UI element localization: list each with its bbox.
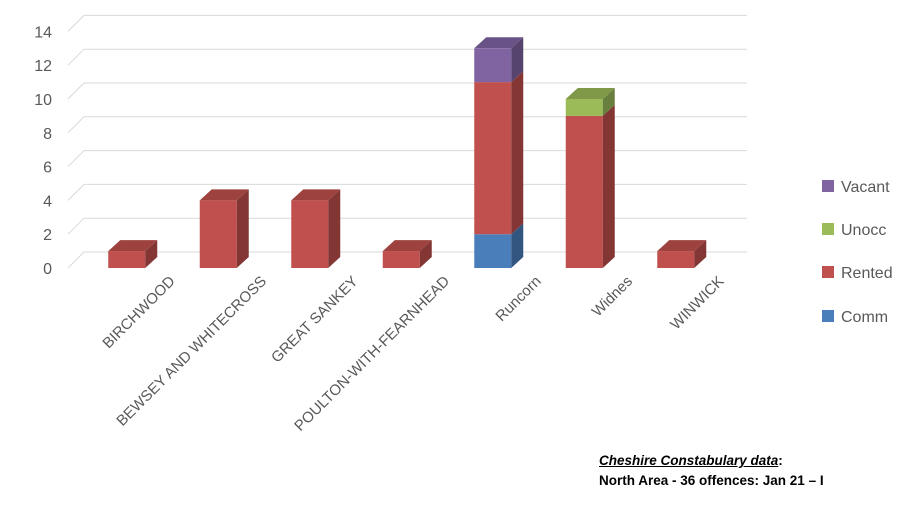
legend-label-unocc: Unocc xyxy=(841,222,886,239)
bar-runcorn-rented xyxy=(474,71,523,234)
x-tick-label-runcorn: Runcorn xyxy=(492,273,544,325)
y-tick-label-10: 10 xyxy=(34,92,52,109)
x-tick-label-winwick: WINWICK xyxy=(667,273,727,333)
gridline-8 xyxy=(68,117,747,133)
legend-label-comm: Comm xyxy=(841,309,888,326)
x-tick-label-great-sankey: GREAT SANKEY xyxy=(268,273,362,367)
legend-item-comm: Comm xyxy=(822,309,888,326)
x-tick-label-poulton-with-fearnhead: POULTON-WITH-FEARNHEAD xyxy=(291,273,453,435)
source-subtitle: North Area - 36 offences: Jan 21 – I xyxy=(599,471,824,491)
gridline-10 xyxy=(68,83,747,99)
legend-swatch-unocc xyxy=(822,223,834,235)
x-tick-label-widnes: Widnes xyxy=(589,273,636,320)
legend-label-rented: Rented xyxy=(841,265,893,282)
legend-item-rented: Rented xyxy=(822,265,893,282)
gridline-6 xyxy=(68,151,747,167)
bar-birchwood-rented xyxy=(108,240,157,268)
bar-widnes-rented xyxy=(566,105,615,268)
gridlines xyxy=(68,15,747,268)
legend-swatch-vacant xyxy=(822,180,834,192)
bar-bewsey-and-whitecross-rented xyxy=(200,189,249,268)
legend: Vacant Unocc Rented Comm xyxy=(822,179,893,326)
y-tick-label-2: 2 xyxy=(43,227,52,244)
y-tick-label-0: 0 xyxy=(43,261,52,278)
gridline-12 xyxy=(68,49,747,65)
bars xyxy=(108,37,706,268)
bar-winwick-rented xyxy=(657,240,706,268)
x-tick-label-birchwood: BIRCHWOOD xyxy=(99,273,178,352)
y-tick-label-14: 14 xyxy=(34,24,52,41)
legend-swatch-rented xyxy=(822,266,834,278)
legend-swatch-comm xyxy=(822,310,834,322)
y-tick-label-6: 6 xyxy=(43,160,52,177)
bar-poulton-with-fearnhead-rented xyxy=(383,240,432,268)
y-tick-label-12: 12 xyxy=(34,58,52,75)
legend-item-vacant: Vacant xyxy=(822,179,890,196)
y-tick-label-8: 8 xyxy=(43,126,52,143)
source-note: Cheshire Constabulary data: North Area -… xyxy=(599,451,824,491)
gridline-4 xyxy=(68,184,747,200)
source-colon: : xyxy=(778,453,783,468)
x-tick-label-bewsey-and-whitecross: BEWSEY AND WHITECROSS xyxy=(113,273,270,430)
bar-runcorn-vacant xyxy=(474,37,523,82)
gridline-14 xyxy=(68,15,747,31)
legend-item-unocc: Unocc xyxy=(822,222,886,239)
y-axis-tick-labels: 0 2 4 6 8 10 12 14 xyxy=(34,24,52,278)
legend-label-vacant: Vacant xyxy=(841,179,890,196)
bar-great-sankey-rented xyxy=(291,189,340,268)
gridline-2 xyxy=(68,218,747,234)
source-label: Cheshire Constabulary data xyxy=(599,453,778,468)
y-tick-label-4: 4 xyxy=(43,193,52,210)
